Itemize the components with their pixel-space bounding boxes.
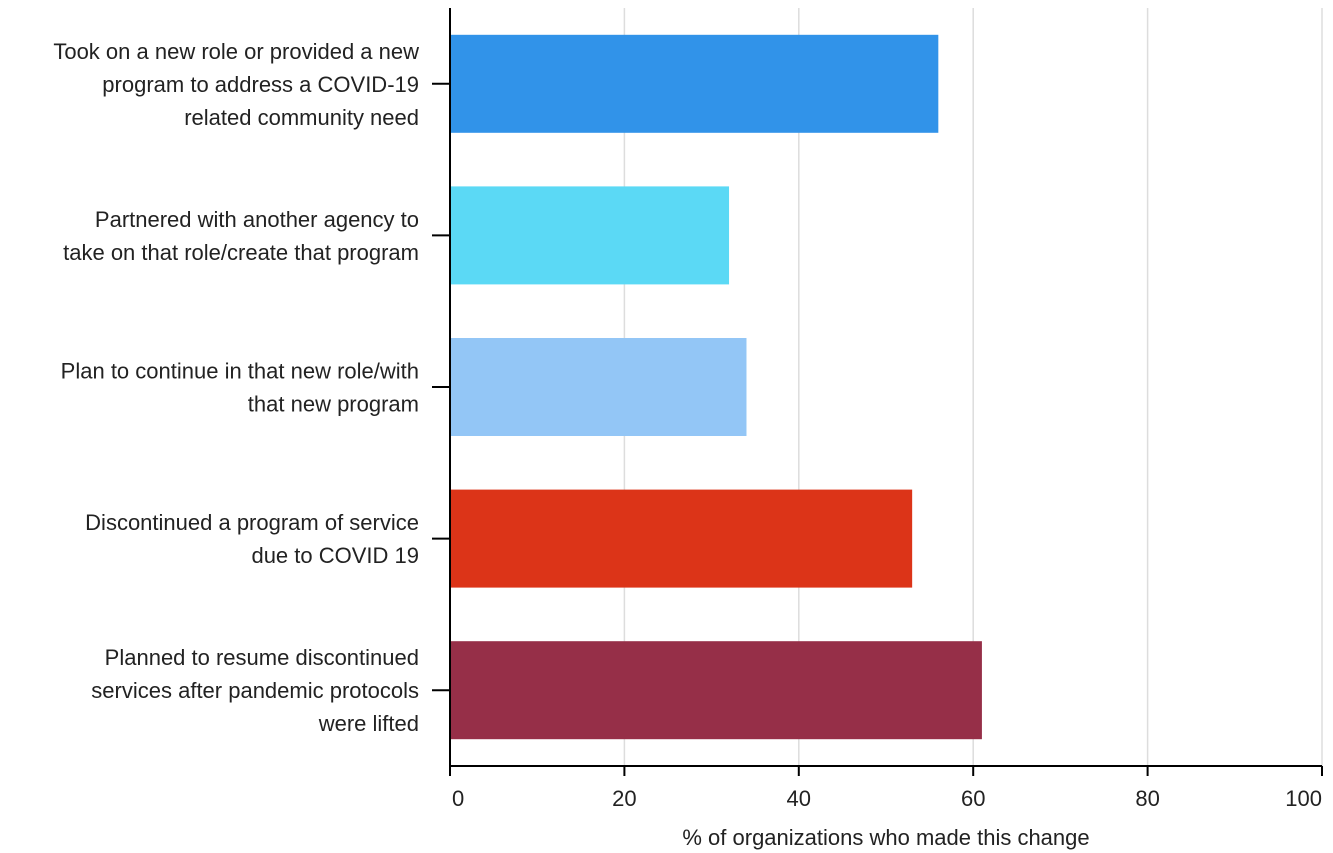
category-label: Planned to resume discontinued services a… — [91, 645, 419, 736]
category-label: Discontinued a program of service due to … — [85, 510, 419, 568]
bar — [450, 489, 913, 588]
category-label-line: Plan to continue in that new role/with — [61, 359, 419, 384]
category-label-line: take on that role/create that program — [63, 240, 419, 265]
axes — [432, 8, 1323, 776]
category-label-line: Partnered with another agency to — [95, 207, 419, 232]
category-label-line: Planned to resume discontinued — [105, 645, 419, 670]
x-axis-title: % of organizations who made this change — [682, 825, 1089, 850]
category-label-line: that new program — [248, 392, 419, 417]
bar — [450, 186, 730, 285]
category-label-line: Discontinued a program of service — [85, 510, 419, 535]
x-tick-labels: 0 20 40 60 80 100 — [452, 786, 1322, 811]
bar — [450, 641, 982, 740]
category-label-line: program to address a COVID-19 — [102, 72, 419, 97]
category-label-line: related community need — [184, 105, 419, 130]
category-label-line: were lifted — [318, 711, 419, 736]
category-label: Partnered with another agency to take on … — [63, 207, 419, 265]
category-label: Took on a new role or provided a new prog… — [53, 39, 419, 130]
x-tick-label: 100 — [1285, 786, 1322, 811]
x-tick-label: 80 — [1135, 786, 1159, 811]
category-labels: Took on a new role or provided a new prog… — [53, 39, 419, 736]
x-tick-label: 40 — [787, 786, 811, 811]
category-label-line: due to COVID 19 — [251, 543, 419, 568]
x-tick-label: 0 — [452, 786, 464, 811]
x-tick-label: 20 — [612, 786, 636, 811]
bar — [450, 34, 939, 133]
category-label-line: Took on a new role or provided a new — [53, 39, 419, 64]
bar — [450, 338, 747, 436]
x-tick-label: 60 — [961, 786, 985, 811]
category-label: Plan to continue in that new role/with th… — [61, 359, 419, 417]
gridlines — [623, 8, 1323, 766]
category-label-line: services after pandemic protocols — [91, 678, 419, 703]
bars — [450, 34, 982, 740]
